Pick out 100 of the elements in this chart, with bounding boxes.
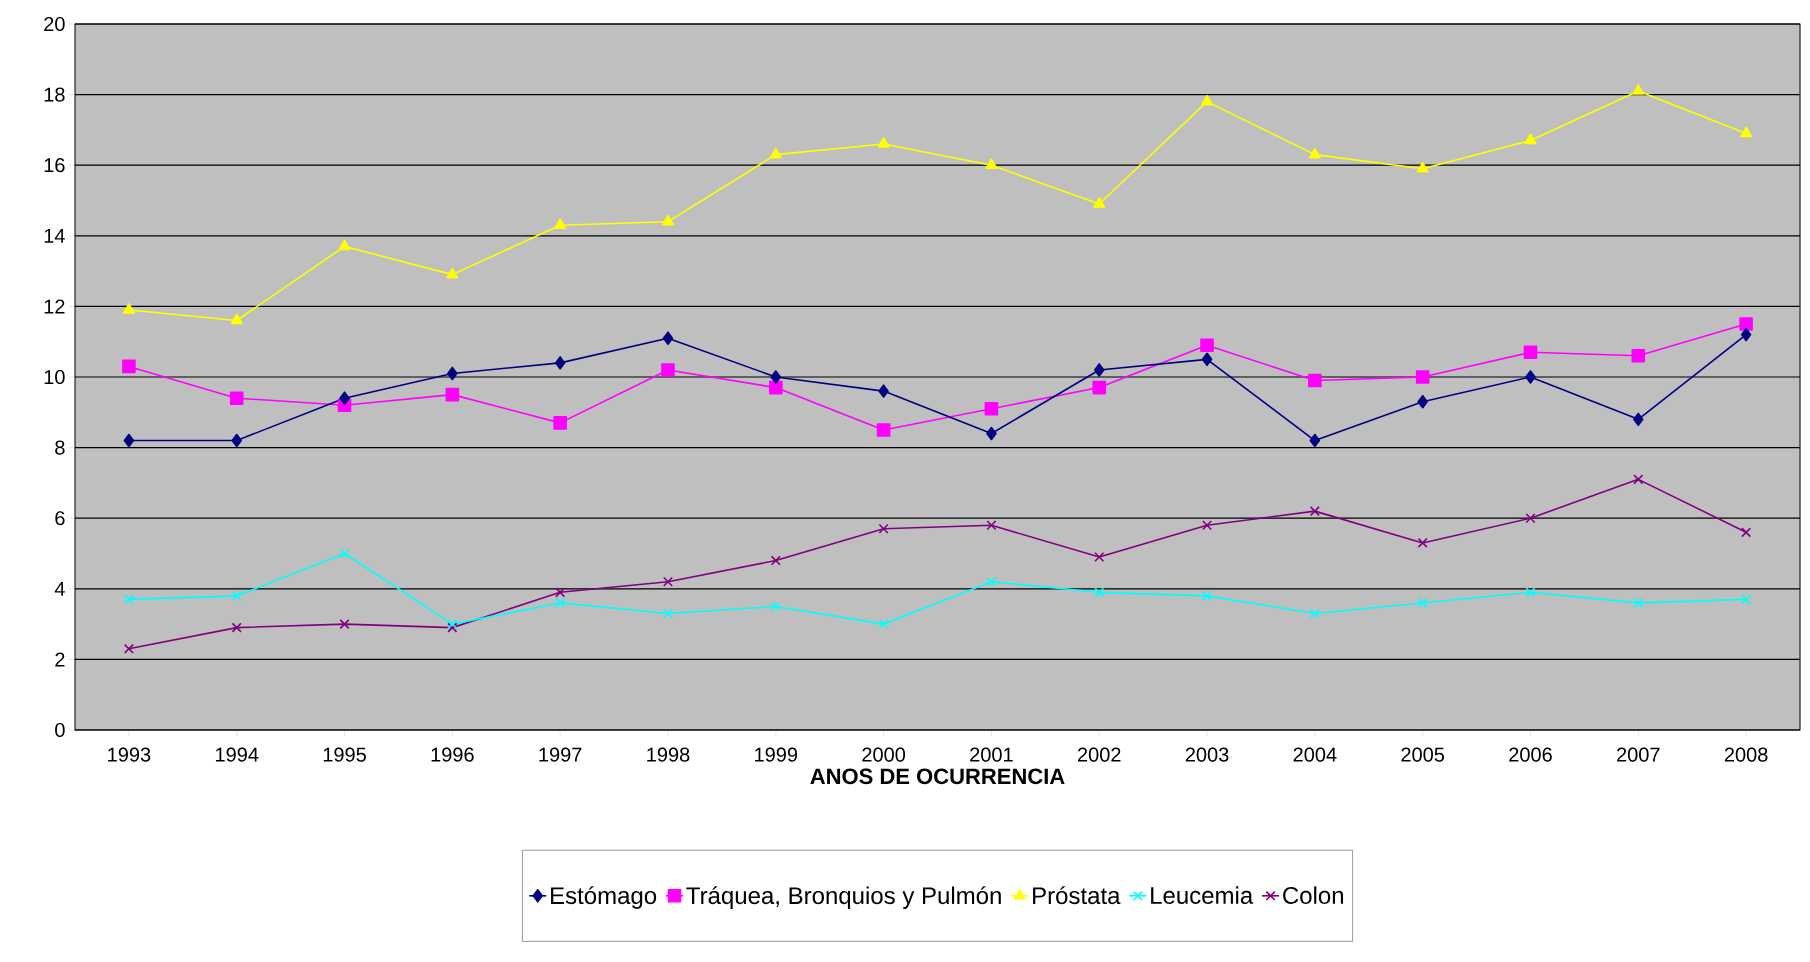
point: [1093, 363, 1105, 377]
point: [1201, 94, 1214, 106]
point: [876, 423, 891, 437]
point: [877, 137, 890, 148]
point: [229, 391, 244, 405]
y-tick-label: 14: [44, 228, 65, 243]
x-tick-label: 1996: [431, 747, 474, 762]
point: [1094, 587, 1105, 598]
point: [230, 313, 243, 325]
point: [123, 643, 134, 654]
point: [1740, 126, 1753, 138]
point: [339, 619, 350, 630]
y-tick-label: 6: [55, 511, 65, 526]
point: [1202, 590, 1213, 601]
point: [1417, 394, 1428, 409]
point: [123, 433, 135, 448]
y-tick-label: 20: [44, 16, 65, 32]
point: [768, 380, 783, 395]
point: [769, 147, 782, 159]
point: [878, 523, 889, 534]
y-tick-label: 16: [44, 158, 65, 173]
point: [1633, 474, 1644, 485]
point: [1417, 537, 1428, 548]
y-tick-label: 18: [44, 87, 65, 102]
x-tick-label: 1997: [539, 747, 582, 762]
legend-label: Leucemia: [1151, 886, 1254, 904]
x-tick-label: 2008: [1724, 747, 1768, 762]
point: [1309, 608, 1320, 619]
y-tick-label: 0: [55, 722, 65, 738]
point: [1525, 587, 1536, 598]
point: [1417, 597, 1428, 608]
point: [338, 239, 351, 251]
y-tick-label: 2: [55, 652, 65, 667]
point: [662, 331, 674, 345]
point: [1309, 433, 1321, 448]
point: [662, 576, 674, 587]
x-tick-label: 2001: [970, 747, 1013, 762]
point: [123, 594, 134, 605]
point: [1202, 520, 1213, 531]
point: [1201, 352, 1213, 367]
point: [1200, 338, 1214, 353]
point: [554, 218, 567, 230]
point: [1525, 513, 1536, 524]
point: [1308, 373, 1322, 388]
x-axis-title: ANOS DE OCURRENCIA: [810, 768, 1065, 785]
point: [1739, 317, 1753, 331]
x-tick-label: 2005: [1401, 747, 1445, 762]
point: [446, 267, 459, 279]
point: [662, 608, 674, 619]
x-tick-label: 1999: [755, 747, 798, 762]
x-tick-label: 2002: [1077, 747, 1121, 762]
x-tick-label: 2007: [1617, 747, 1660, 762]
point: [555, 597, 566, 608]
point: [770, 601, 781, 612]
point: [1094, 551, 1105, 563]
point: [661, 214, 674, 226]
x-tick-label: 1993: [108, 747, 151, 762]
point: [339, 548, 350, 559]
point: [986, 426, 997, 441]
point: [985, 158, 998, 169]
point: [553, 416, 567, 430]
point: [1415, 370, 1430, 384]
point: [770, 370, 782, 384]
point: [1416, 161, 1429, 173]
point: [122, 303, 135, 314]
point: [1308, 147, 1321, 159]
y-tick-label: 12: [44, 299, 65, 314]
point: [1631, 349, 1646, 363]
point: [1092, 380, 1107, 395]
legend-label: Próstata: [1033, 886, 1121, 905]
point: [986, 576, 997, 587]
point: [447, 366, 458, 381]
point: [1633, 412, 1644, 427]
point: [1741, 594, 1752, 605]
point: [1632, 84, 1645, 95]
point: [231, 590, 242, 601]
point: [554, 356, 566, 370]
point: [1523, 345, 1538, 360]
x-tick-label: 1994: [216, 747, 259, 762]
legend-label: Tráquea, Bronquios y Pulmón: [686, 886, 1001, 909]
point: [122, 359, 136, 374]
point: [339, 391, 350, 405]
y-tick-label: 8: [55, 440, 65, 455]
x-tick-label: 2003: [1185, 747, 1229, 762]
point: [1525, 370, 1536, 384]
point: [1093, 197, 1106, 208]
y-tick-label: 10: [44, 369, 65, 385]
point: [1633, 597, 1644, 608]
x-tick-label: 2000: [862, 747, 906, 762]
y-tick-label: 4: [54, 581, 65, 596]
point: [878, 384, 889, 398]
point: [555, 587, 566, 598]
point: [1740, 327, 1752, 342]
x-tick-label: 2006: [1509, 747, 1552, 762]
point: [770, 555, 781, 566]
legend-label: Estómago: [551, 886, 657, 909]
point: [231, 622, 242, 633]
point: [1309, 506, 1320, 517]
point: [878, 619, 889, 630]
x-tick-label: 1998: [647, 747, 690, 762]
